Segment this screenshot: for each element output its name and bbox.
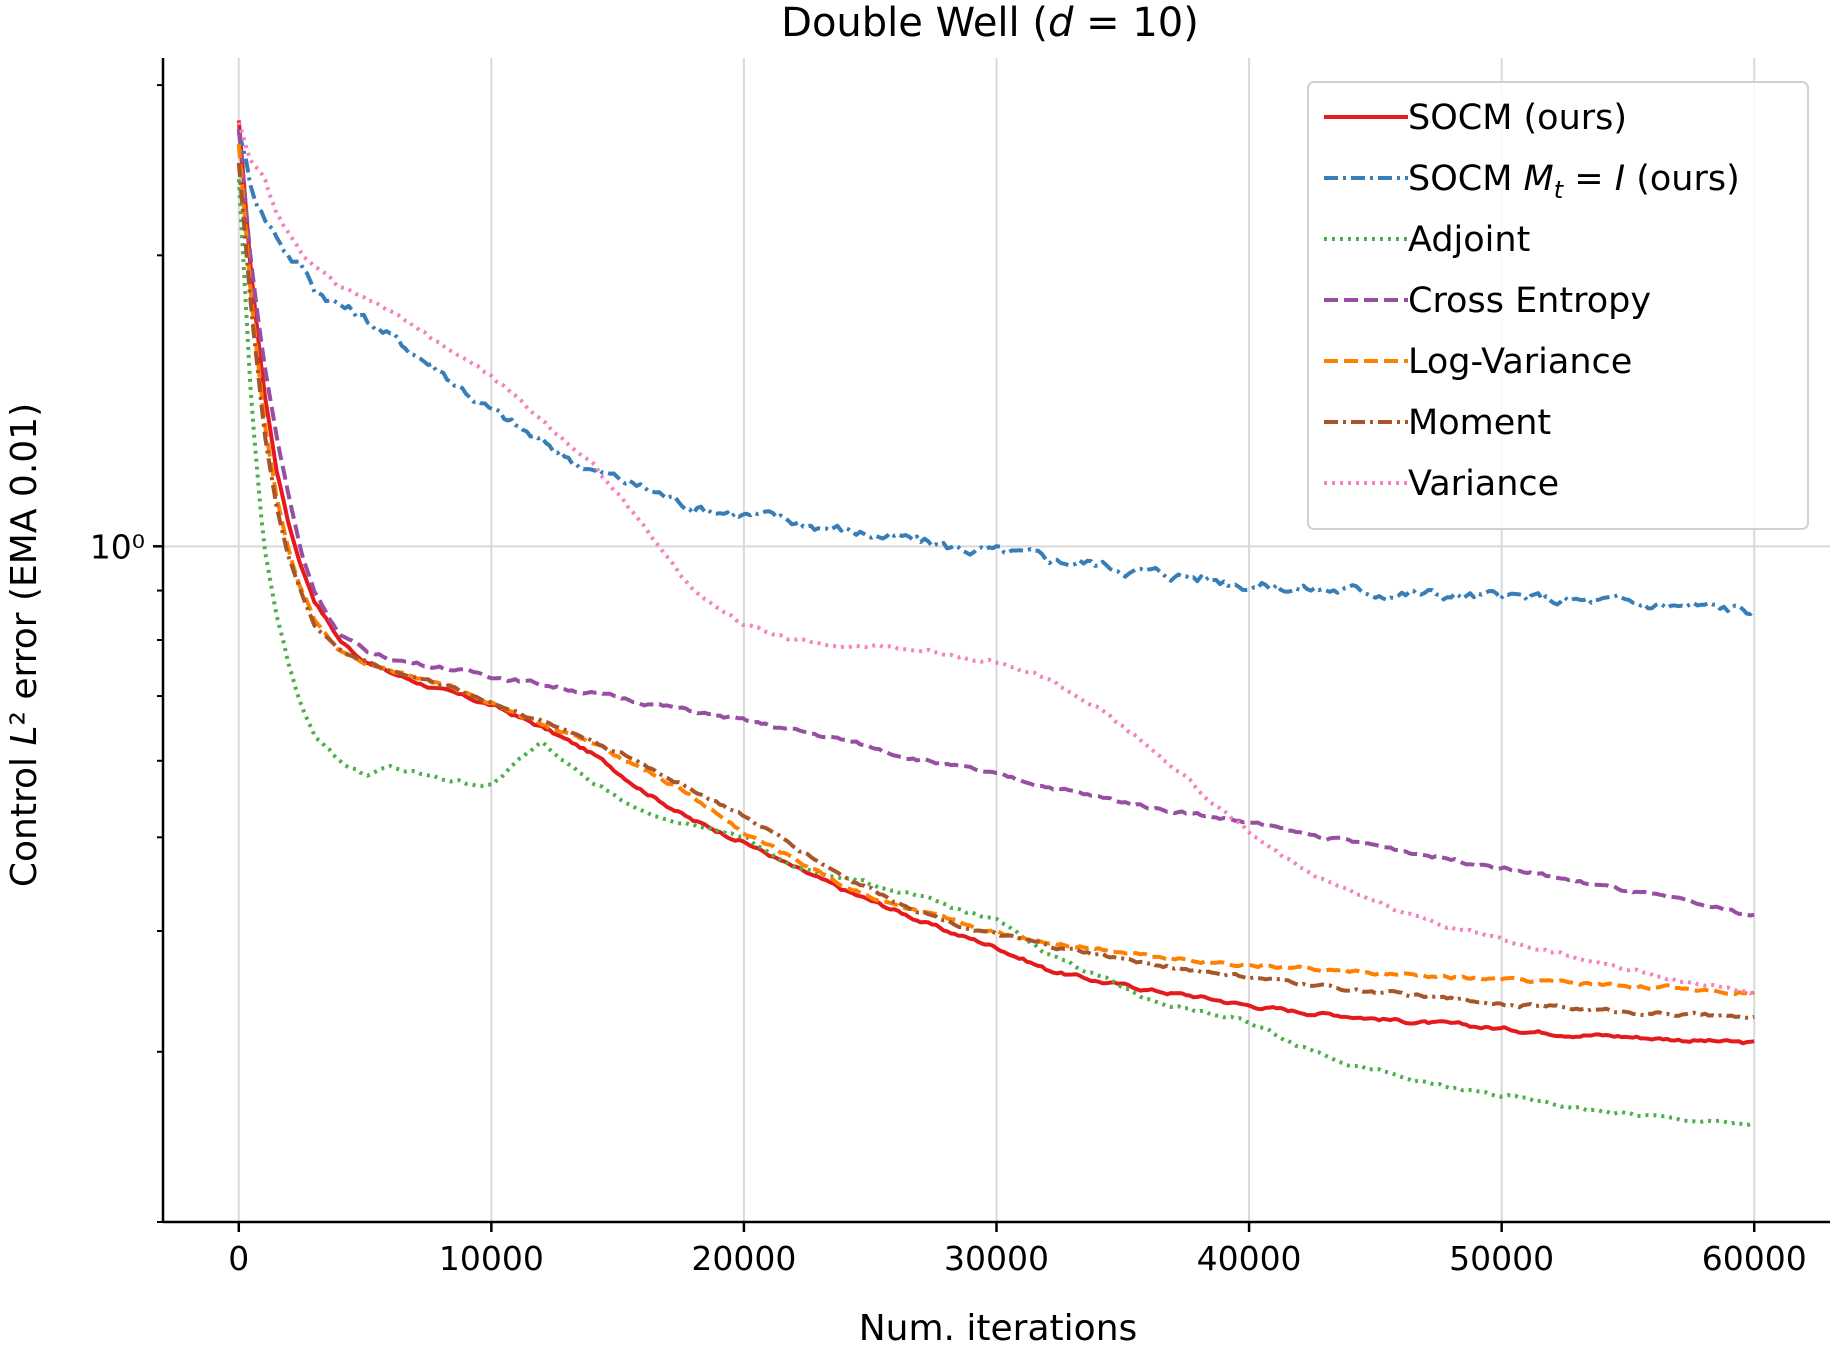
y-axis-label: Control L² error (EMA 0.01) bbox=[4, 403, 45, 887]
legend-item[interactable]: Adjoint bbox=[1324, 220, 1530, 260]
legend-label: Moment bbox=[1408, 403, 1551, 443]
legend-label: SOCM Mt = I (ours) bbox=[1408, 159, 1740, 204]
legend-frame bbox=[1307, 81, 1809, 530]
legend-item[interactable]: SOCM Mt = I (ours) bbox=[1324, 159, 1740, 204]
x-tick-label: 60000 bbox=[1702, 1239, 1807, 1278]
legend-item[interactable]: SOCM (ours) bbox=[1324, 98, 1627, 138]
chart-title: Double Well (d = 10) bbox=[781, 0, 1199, 46]
x-tick-label: 10000 bbox=[439, 1239, 544, 1278]
plot-area bbox=[236, 120, 1756, 1128]
legend-label: Variance bbox=[1408, 464, 1559, 504]
x-tick-label: 0 bbox=[228, 1239, 249, 1278]
legend-label: Adjoint bbox=[1408, 220, 1530, 260]
axes: 0 10000 20000 30000 40000 50000 60000 10⁰ bbox=[90, 58, 1830, 1278]
y-tick-label: 10⁰ bbox=[90, 527, 145, 566]
legend-item[interactable]: Log-Variance bbox=[1324, 342, 1632, 382]
legend[interactable]: SOCM (ours) SOCM Mt = I (ours) Adjoint Cros… bbox=[1307, 81, 1809, 530]
series-line-cross-entropy bbox=[236, 128, 1755, 918]
x-tick-label: 50000 bbox=[1449, 1239, 1554, 1278]
x-tick-label: 30000 bbox=[944, 1239, 1049, 1278]
legend-label: Cross Entropy bbox=[1408, 281, 1651, 321]
legend-item[interactable]: Moment bbox=[1324, 403, 1551, 443]
x-axis-label: Num. iterations bbox=[859, 1308, 1138, 1349]
x-tick-label: 40000 bbox=[1197, 1239, 1302, 1278]
legend-item[interactable]: Cross Entropy bbox=[1324, 281, 1651, 321]
series-line-socm-m-t-i-ours bbox=[236, 132, 1756, 617]
series-line-moment bbox=[236, 162, 1755, 1020]
legend-label: SOCM (ours) bbox=[1408, 98, 1627, 138]
x-tick-label: 20000 bbox=[691, 1239, 796, 1278]
legend-item[interactable]: Variance bbox=[1324, 464, 1559, 504]
series-line-adjoint bbox=[236, 179, 1755, 1128]
series-line-variance bbox=[236, 121, 1755, 996]
legend-label: Log-Variance bbox=[1408, 342, 1632, 382]
